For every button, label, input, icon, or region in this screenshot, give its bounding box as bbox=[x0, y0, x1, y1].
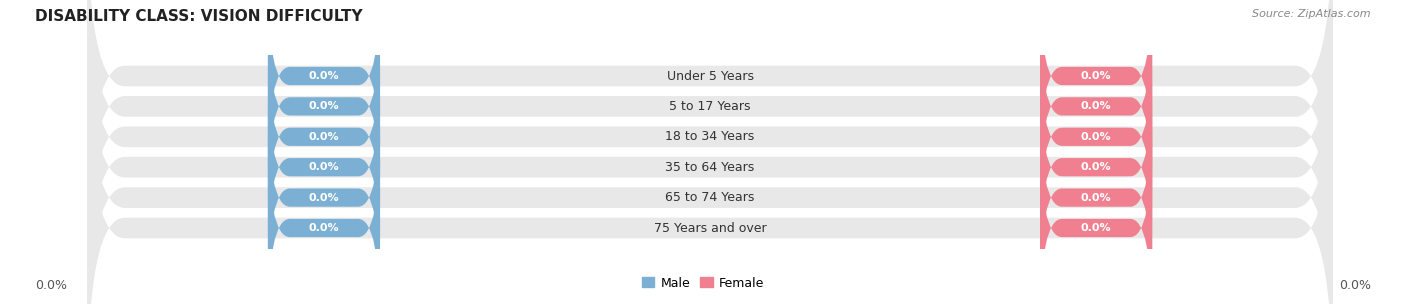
FancyBboxPatch shape bbox=[87, 0, 1333, 304]
FancyBboxPatch shape bbox=[1040, 100, 1152, 295]
FancyBboxPatch shape bbox=[1040, 0, 1152, 173]
FancyBboxPatch shape bbox=[1040, 40, 1152, 234]
Text: 0.0%: 0.0% bbox=[1081, 193, 1111, 202]
Text: 0.0%: 0.0% bbox=[1081, 71, 1111, 81]
FancyBboxPatch shape bbox=[269, 100, 380, 295]
Text: 18 to 34 Years: 18 to 34 Years bbox=[665, 130, 755, 143]
Text: 0.0%: 0.0% bbox=[1081, 162, 1111, 172]
FancyBboxPatch shape bbox=[269, 0, 380, 173]
FancyBboxPatch shape bbox=[269, 9, 380, 204]
Text: 0.0%: 0.0% bbox=[309, 132, 339, 142]
FancyBboxPatch shape bbox=[1040, 70, 1152, 264]
Text: 35 to 64 Years: 35 to 64 Years bbox=[665, 161, 755, 174]
Text: 0.0%: 0.0% bbox=[309, 102, 339, 111]
Text: 0.0%: 0.0% bbox=[1081, 102, 1111, 111]
Text: 0.0%: 0.0% bbox=[309, 71, 339, 81]
FancyBboxPatch shape bbox=[269, 40, 380, 234]
Text: 65 to 74 Years: 65 to 74 Years bbox=[665, 191, 755, 204]
Text: 0.0%: 0.0% bbox=[309, 193, 339, 202]
Text: 5 to 17 Years: 5 to 17 Years bbox=[669, 100, 751, 113]
Text: 0.0%: 0.0% bbox=[309, 223, 339, 233]
Text: 75 Years and over: 75 Years and over bbox=[654, 222, 766, 234]
Text: 0.0%: 0.0% bbox=[1081, 223, 1111, 233]
Text: 0.0%: 0.0% bbox=[1081, 132, 1111, 142]
Legend: Male, Female: Male, Female bbox=[637, 272, 769, 295]
FancyBboxPatch shape bbox=[87, 0, 1333, 248]
FancyBboxPatch shape bbox=[269, 131, 380, 304]
FancyBboxPatch shape bbox=[87, 56, 1333, 304]
FancyBboxPatch shape bbox=[269, 70, 380, 264]
Text: 0.0%: 0.0% bbox=[35, 279, 67, 292]
Text: 0.0%: 0.0% bbox=[1339, 279, 1371, 292]
FancyBboxPatch shape bbox=[87, 0, 1333, 278]
Text: DISABILITY CLASS: VISION DIFFICULTY: DISABILITY CLASS: VISION DIFFICULTY bbox=[35, 9, 363, 24]
Text: Source: ZipAtlas.com: Source: ZipAtlas.com bbox=[1253, 9, 1371, 19]
FancyBboxPatch shape bbox=[87, 0, 1333, 304]
FancyBboxPatch shape bbox=[1040, 9, 1152, 204]
Text: Under 5 Years: Under 5 Years bbox=[666, 70, 754, 82]
FancyBboxPatch shape bbox=[1040, 131, 1152, 304]
FancyBboxPatch shape bbox=[87, 26, 1333, 304]
Text: 0.0%: 0.0% bbox=[309, 162, 339, 172]
